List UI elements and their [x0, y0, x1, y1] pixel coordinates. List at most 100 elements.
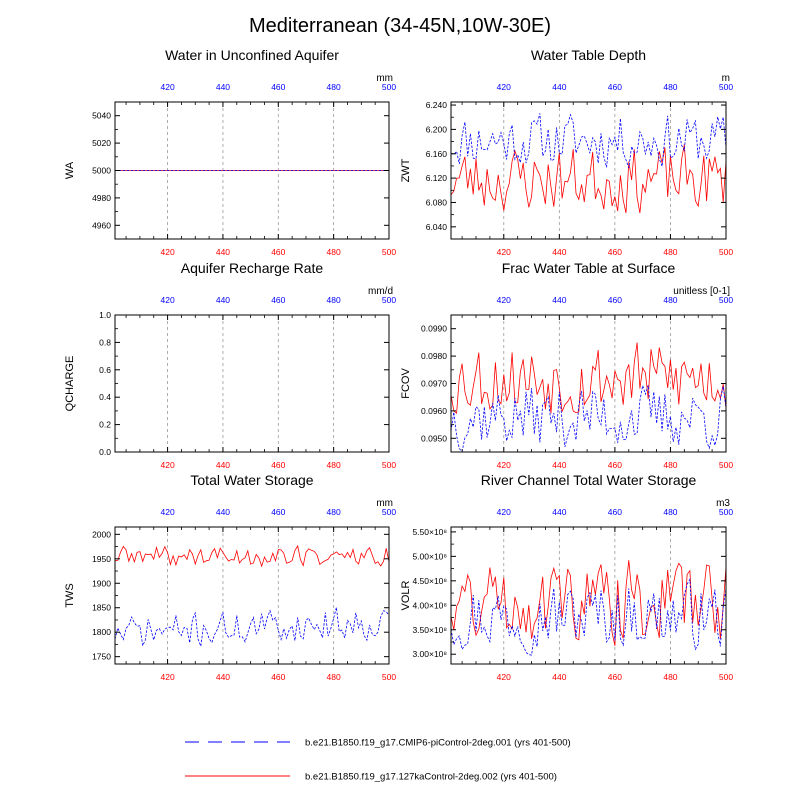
- x-tick-label-bottom: 500: [382, 247, 396, 257]
- x-tick-label-bottom: 440: [552, 247, 566, 257]
- y-tick-label: 0.8: [99, 337, 111, 347]
- y-tick-label: 1900: [92, 578, 111, 588]
- y-tick-label: 0.6: [99, 365, 111, 375]
- x-tick-label-top: 440: [216, 295, 230, 305]
- x-tick-label-top: 480: [327, 507, 341, 517]
- y-tick-label: 0.4: [99, 392, 111, 402]
- y-tick-label: 4.00×10⁸: [412, 600, 447, 610]
- x-tick-label-bottom: 420: [160, 460, 174, 470]
- x-tick-label-top: 500: [382, 507, 396, 517]
- x-tick-label-top: 500: [382, 82, 396, 92]
- x-tick-label-top: 440: [216, 507, 230, 517]
- x-tick-label-top: 500: [719, 507, 733, 517]
- y-tick-label: 1800: [92, 627, 111, 637]
- x-tick-label-top: 460: [271, 82, 285, 92]
- x-tick-label-bottom: 480: [663, 460, 677, 470]
- plot-frame: [450, 101, 727, 240]
- panel-river-channel-total-water-storage: River Channel Total Water Storage m3 VOLR 3…: [400, 472, 733, 682]
- y-axis-label-total-water-storage: TWS: [64, 583, 76, 607]
- y-tick-label: 3.50×10⁸: [412, 625, 447, 635]
- y-tick-label: 6.200: [426, 124, 448, 134]
- y-tick-label: 6.240: [426, 100, 448, 110]
- x-tick-label-bottom: 440: [216, 460, 230, 470]
- x-tick-label-top: 420: [497, 82, 511, 92]
- x-tick-label-top: 440: [552, 507, 566, 517]
- x-tick-label-bottom: 500: [719, 672, 733, 682]
- units-label-water-table-depth: m: [722, 73, 730, 84]
- panel-total-water-storage: Total Water Storage mm TWS 1750 1800 1850 1900…: [64, 472, 396, 682]
- x-tick-label-top: 480: [327, 82, 341, 92]
- x-tick-label-top: 460: [608, 295, 622, 305]
- plot-frame: [450, 526, 727, 665]
- y-tick-label: 0.0950: [421, 433, 447, 443]
- x-tick-label-top: 460: [271, 295, 285, 305]
- panel-aquifer-recharge-rate: Aquifer Recharge Rate mm/d QCHARGE 0.0 0.2 0.…: [64, 260, 396, 470]
- x-tick-label-bottom: 440: [552, 672, 566, 682]
- x-tick-label-bottom: 420: [497, 247, 511, 257]
- x-tick-label-bottom: 460: [271, 460, 285, 470]
- panels: Water in Unconfined Aquifer mm WA 4960 4980 5…: [64, 47, 733, 682]
- panel-water-table-depth: Water Table Depth m ZWT 6.040 6.080 6.120 6.16…: [400, 47, 733, 257]
- y-tick-label: 1.0: [99, 310, 111, 320]
- y-tick-label: 0.2: [99, 420, 111, 430]
- series-line-case1: [450, 113, 727, 169]
- x-tick-label-bottom: 420: [497, 672, 511, 682]
- units-label-frac-water-table-at-surface: unitless [0-1]: [673, 286, 730, 297]
- units-label-total-water-storage: mm: [376, 498, 393, 509]
- y-axis-label-aquifer-recharge-rate: QCHARGE: [64, 356, 76, 412]
- panel-water-in-unconfined-aquifer: Water in Unconfined Aquifer mm WA 4960 4980 5…: [64, 47, 396, 257]
- x-tick-label-top: 500: [719, 82, 733, 92]
- x-tick-label-bottom: 480: [663, 672, 677, 682]
- panel-frac-water-table-at-surface: Frac Water Table at Surface unitless [0-1…: [400, 260, 733, 470]
- y-tick-label: 6.080: [426, 197, 448, 207]
- x-tick-label-top: 480: [663, 295, 677, 305]
- x-tick-label-bottom: 460: [271, 672, 285, 682]
- x-tick-label-bottom: 460: [271, 247, 285, 257]
- y-tick-label: 4960: [92, 220, 111, 230]
- y-tick-label: 4980: [92, 193, 111, 203]
- series-line-case2: [450, 560, 727, 646]
- x-tick-label-bottom: 500: [719, 460, 733, 470]
- plot-frame: [114, 314, 390, 453]
- y-tick-label: 6.160: [426, 149, 448, 159]
- x-tick-label-bottom: 440: [216, 247, 230, 257]
- y-tick-label: 1750: [92, 652, 111, 662]
- plot-frame: [450, 314, 727, 453]
- x-tick-label-bottom: 460: [608, 460, 622, 470]
- x-tick-label-bottom: 500: [382, 672, 396, 682]
- x-tick-label-top: 460: [608, 507, 622, 517]
- x-tick-label-top: 420: [497, 295, 511, 305]
- x-tick-label-top: 480: [663, 82, 677, 92]
- units-label-water-in-unconfined-aquifer: mm: [376, 73, 393, 84]
- series-line-case1: [450, 385, 727, 453]
- x-tick-label-top: 460: [271, 507, 285, 517]
- y-tick-label: 5.50×10⁸: [412, 527, 447, 537]
- legend: b.e21.B1850.f19_g17.CMIP6-piControl-2deg…: [185, 738, 571, 783]
- y-tick-label: 4.50×10⁸: [412, 576, 447, 586]
- series-line-case1: [450, 578, 727, 656]
- y-tick-label: 5000: [92, 166, 111, 176]
- legend-label-case2: b.e21.B1850.f19_g17.127kaControl-2deg.00…: [305, 772, 557, 783]
- x-tick-label-top: 420: [160, 295, 174, 305]
- y-tick-label: 0.0970: [421, 379, 447, 389]
- y-tick-label: 6.040: [426, 222, 448, 232]
- x-tick-label-top: 480: [663, 507, 677, 517]
- y-tick-label: 1950: [92, 554, 111, 564]
- x-tick-label-bottom: 460: [608, 247, 622, 257]
- panel-title-aquifer-recharge-rate: Aquifer Recharge Rate: [181, 260, 324, 276]
- y-tick-label: 6.120: [426, 173, 448, 183]
- y-tick-label: 0.0980: [421, 351, 447, 361]
- y-tick-label: 5.00×10⁸: [412, 551, 447, 561]
- panel-title-frac-water-table-at-surface: Frac Water Table at Surface: [502, 260, 676, 276]
- x-tick-label-top: 460: [608, 82, 622, 92]
- y-tick-label: 3.00×10⁸: [412, 649, 447, 659]
- x-tick-label-bottom: 500: [719, 247, 733, 257]
- series-line-case1: [114, 607, 390, 648]
- panel-title-water-in-unconfined-aquifer: Water in Unconfined Aquifer: [165, 47, 339, 63]
- legend-label-case1: b.e21.B1850.f19_g17.CMIP6-piControl-2deg…: [305, 738, 571, 749]
- y-tick-label: 0.0: [99, 447, 111, 457]
- y-tick-label: 1850: [92, 603, 111, 613]
- x-tick-label-bottom: 420: [160, 247, 174, 257]
- figure-title: Mediterranean (34-45N,10W-30E): [249, 15, 551, 37]
